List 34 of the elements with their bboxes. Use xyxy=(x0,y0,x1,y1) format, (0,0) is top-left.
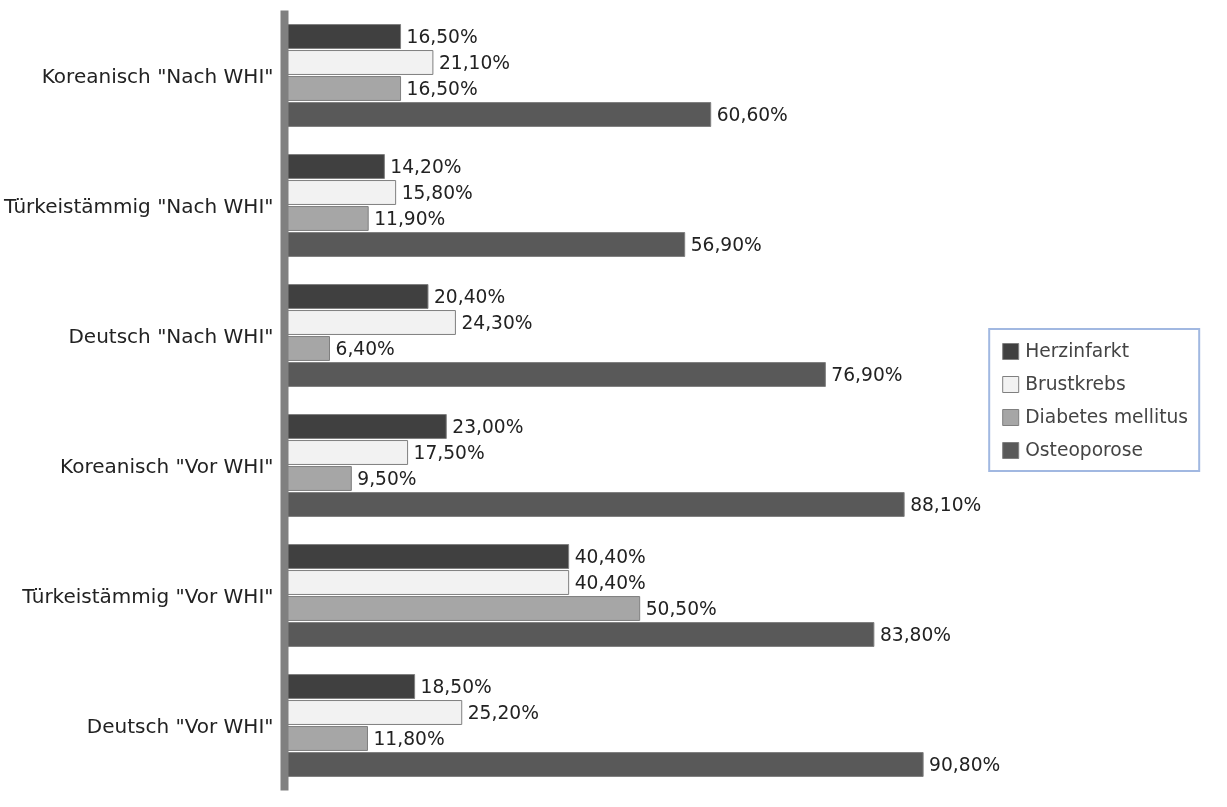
data-label: 83,80% xyxy=(879,624,952,645)
data-label: 60,60% xyxy=(716,104,788,125)
y-tick-label: Koreanisch "Nach WHI" xyxy=(41,63,274,88)
data-label: 50,50% xyxy=(645,598,717,619)
data-label: 23,00% xyxy=(452,416,524,437)
data-label: 6,40% xyxy=(335,338,395,359)
data-label: 9,50% xyxy=(357,468,417,489)
data-label: 90,80% xyxy=(929,754,1001,775)
legend-label: Brustkrebs xyxy=(1025,373,1126,394)
y-tick-label: Deutsch "Vor WHI" xyxy=(86,713,274,738)
y-tick-label: Koreanisch "Vor WHI" xyxy=(60,453,274,478)
data-label: 40,40% xyxy=(574,572,646,593)
data-label: 25,20% xyxy=(467,702,539,723)
data-label: 14,20% xyxy=(390,156,462,177)
data-label: 16,50% xyxy=(406,26,478,47)
legend-label: Osteoporose xyxy=(1025,439,1143,460)
data-label: 11,90% xyxy=(374,208,446,229)
data-label: 18,50% xyxy=(420,676,492,697)
y-tick-label: Deutsch "Nach WHI" xyxy=(68,323,274,348)
data-label: 16,50% xyxy=(406,78,478,99)
data-label: 11,80% xyxy=(373,728,445,749)
data-label: 40,40% xyxy=(574,546,646,567)
data-label: 15,80% xyxy=(401,182,473,203)
data-label: 21,10% xyxy=(438,52,511,73)
data-label: 20,40% xyxy=(433,286,506,307)
y-tick-label: Türkeistämmig "Vor WHI" xyxy=(21,583,274,608)
data-label: 24,30% xyxy=(461,312,533,333)
legend-label: Diabetes mellitus xyxy=(1025,406,1188,427)
legend-label: Herzinfarkt xyxy=(1025,340,1129,361)
data-label: 88,10% xyxy=(910,494,982,515)
data-label: 76,90% xyxy=(831,364,903,385)
data-label: 17,50% xyxy=(413,442,485,463)
data-label: 56,90% xyxy=(690,234,762,255)
y-tick-label: Türkeistämmig "Nach WHI" xyxy=(2,193,274,218)
